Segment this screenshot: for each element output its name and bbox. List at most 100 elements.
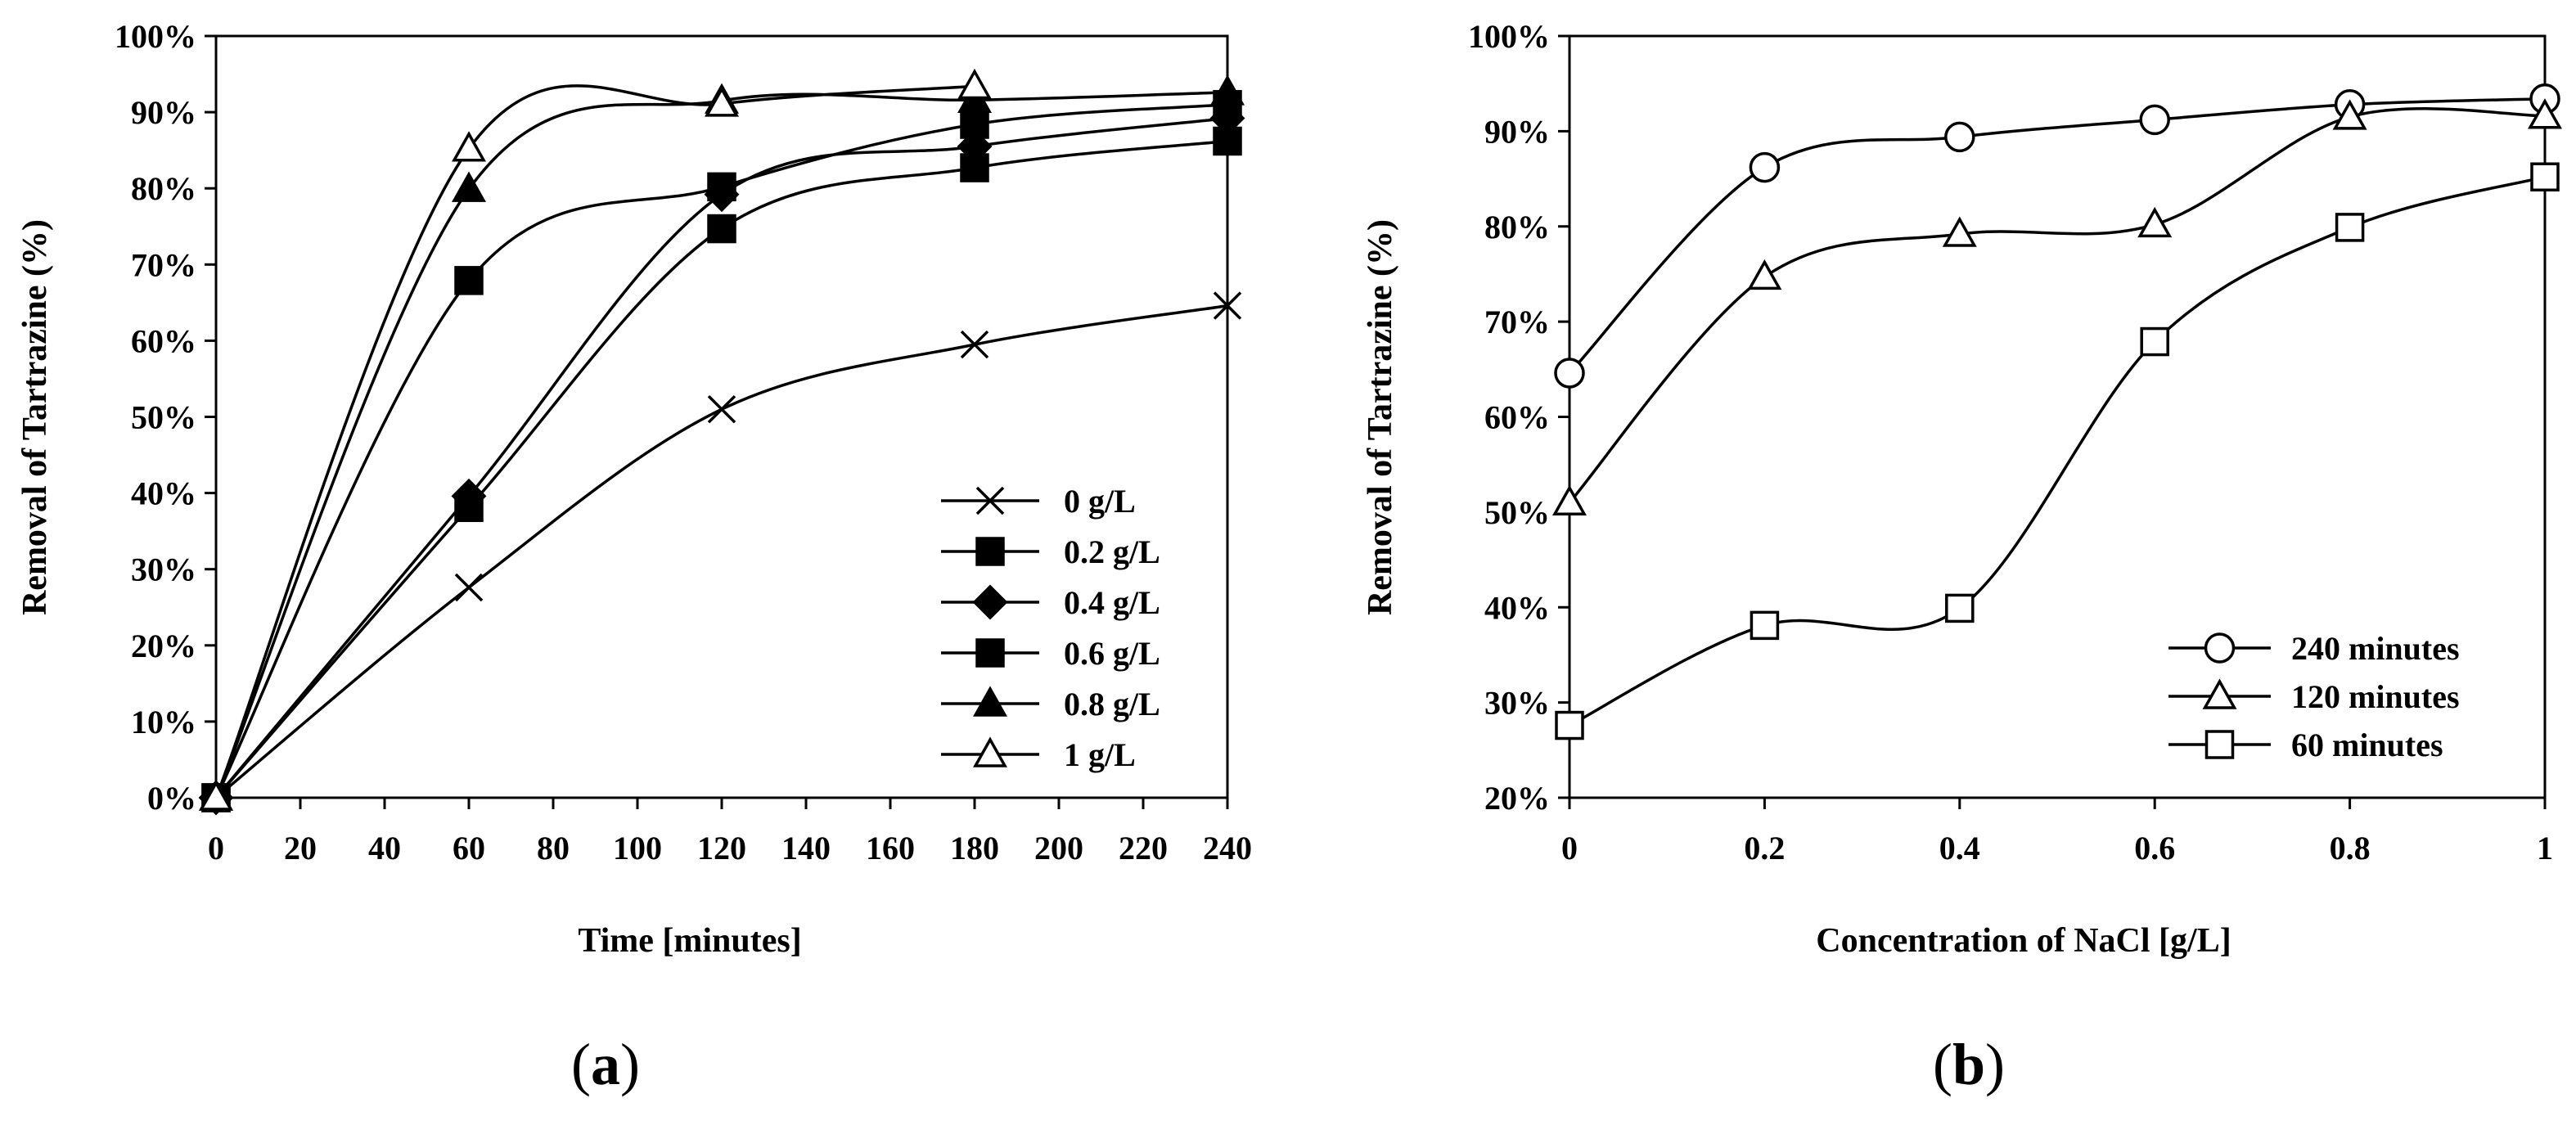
legend-label: 120 minutes xyxy=(2291,678,2460,715)
x-tick-label: 180 xyxy=(950,830,999,866)
data-point xyxy=(2530,162,2560,191)
legend-item: 0.2 g/L xyxy=(941,533,1160,570)
data-point xyxy=(2137,206,2173,238)
data-point xyxy=(1945,593,1975,623)
series-line xyxy=(214,139,1228,799)
y-tick-label: 60% xyxy=(1484,399,1550,436)
series-line xyxy=(214,91,1228,799)
y-tick-label: 100% xyxy=(1468,18,1550,55)
y-axis-ticks: 20% 30% 40% 50% 60% 70% 80% 90% 100% xyxy=(1468,18,1569,817)
legend: 240 minutes 120 minutes 60 minutes xyxy=(2168,630,2460,763)
data-point xyxy=(707,214,736,244)
x-tick-label: 100 xyxy=(613,830,662,866)
data-point xyxy=(199,780,233,811)
y-tick-label: 50% xyxy=(131,399,196,436)
x-tick-label: 0 xyxy=(208,830,224,866)
series-line xyxy=(214,304,1228,799)
legend-item: 0 g/L xyxy=(941,483,1136,520)
series-1-g-l xyxy=(199,68,992,811)
y-tick-label: 40% xyxy=(131,475,196,512)
data-point xyxy=(2139,104,2170,136)
y-tick-label: 90% xyxy=(1484,113,1550,150)
legend-label: 60 minutes xyxy=(2291,727,2443,763)
series-line xyxy=(214,84,975,799)
x-axis-title: Time [minutes] xyxy=(578,922,801,960)
y-tick-label: 80% xyxy=(1484,209,1550,245)
legend-item: 1 g/L xyxy=(941,736,1136,773)
x-tick-label: 0.8 xyxy=(2330,830,2371,866)
legend-marker xyxy=(975,486,1005,515)
legend-label: 0 g/L xyxy=(1064,483,1136,520)
x-tick-label: 240 xyxy=(1203,830,1252,866)
legend: 0 g/L 0.2 g/L 0.4 g/L 0.6 g/L 0.8 g/L 1 g/L xyxy=(941,483,1160,773)
data-point xyxy=(1210,74,1245,106)
chart-panel-b: 20% 30% 40% 50% 60% 70% 80% 90% 100% 0 0.2 0.4 0.6 0.… xyxy=(1362,18,2562,1097)
series-line xyxy=(1568,97,2546,375)
y-tick-label: 30% xyxy=(131,551,196,588)
legend-marker xyxy=(975,638,1005,668)
data-point xyxy=(1749,151,1781,183)
data-point xyxy=(1944,121,1975,153)
y-tick-label: 20% xyxy=(1484,780,1550,817)
x-axis-ticks: 0 0.2 0.4 0.6 0.8 1 xyxy=(1561,798,2553,866)
data-point xyxy=(454,573,484,602)
data-point xyxy=(1942,216,1977,247)
x-tick-label: 0.2 xyxy=(1744,830,1785,866)
data-point xyxy=(452,171,486,202)
data-point xyxy=(960,330,989,359)
y-tick-label: 70% xyxy=(131,246,196,283)
x-tick-label: 140 xyxy=(781,830,831,866)
x-axis-title: Concentration of NaCl [g/L] xyxy=(1816,922,2231,960)
y-tick-label: 60% xyxy=(131,322,196,359)
legend-label: 240 minutes xyxy=(2291,630,2460,667)
data-point xyxy=(2528,98,2562,129)
series-60-minutes xyxy=(1555,162,2560,740)
data-point xyxy=(960,110,989,139)
x-tick-label: 20 xyxy=(284,830,317,866)
x-tick-label: 0.4 xyxy=(1939,830,1980,866)
legend-marker xyxy=(975,537,1005,566)
data-point xyxy=(705,86,739,117)
data-point xyxy=(2335,213,2365,242)
legend-item: 0.4 g/L xyxy=(941,584,1160,621)
legend-label: 0.8 g/L xyxy=(1064,686,1160,722)
y-tick-label: 90% xyxy=(131,94,196,131)
x-tick-label: 200 xyxy=(1034,830,1083,866)
data-point xyxy=(451,478,487,514)
y-tick-label: 100% xyxy=(115,18,196,55)
x-tick-label: 40 xyxy=(368,830,401,866)
legend-marker xyxy=(2204,632,2236,664)
data-point xyxy=(452,131,486,162)
x-tick-label: 0.6 xyxy=(2134,830,2175,866)
x-tick-label: 1 xyxy=(2537,830,2553,866)
legend-label: 0.2 g/L xyxy=(1064,533,1160,570)
data-point xyxy=(707,394,736,424)
legend-label: 1 g/L xyxy=(1064,736,1136,773)
legend-item: 240 minutes xyxy=(2168,630,2460,667)
panel-label: (b) xyxy=(1933,1032,2005,1097)
legend-marker xyxy=(973,686,1007,717)
legend-marker xyxy=(972,584,1008,620)
data-point xyxy=(454,266,484,295)
legend-item: 0.8 g/L xyxy=(941,686,1160,722)
data-point xyxy=(960,153,989,182)
legend-marker xyxy=(2204,730,2235,759)
series-240-minutes xyxy=(1554,83,2560,389)
x-tick-label: 60 xyxy=(453,830,485,866)
series-120-minutes xyxy=(1552,98,2562,515)
data-point xyxy=(1213,291,1242,320)
data-point xyxy=(1750,610,1780,641)
legend-marker xyxy=(2202,678,2237,709)
x-tick-label: 80 xyxy=(537,830,570,866)
data-point xyxy=(1554,358,1585,389)
x-tick-label: 220 xyxy=(1119,830,1168,866)
plot-frame xyxy=(214,34,1229,799)
legend-marker xyxy=(973,736,1007,767)
y-axis-ticks: 0% 10% 20% 30% 40% 50% 60% 70% 80% 90% 100% xyxy=(115,18,216,817)
y-tick-label: 30% xyxy=(1484,685,1550,722)
data-point xyxy=(2332,99,2367,130)
y-tick-label: 20% xyxy=(131,628,196,664)
panel-label: (a) xyxy=(571,1032,640,1097)
y-tick-label: 70% xyxy=(1484,304,1550,340)
